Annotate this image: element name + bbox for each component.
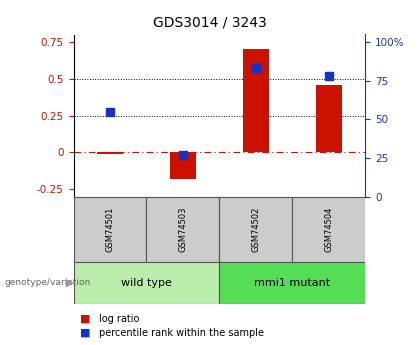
- Text: GSM74501: GSM74501: [105, 207, 115, 252]
- Text: mmi1 mutant: mmi1 mutant: [255, 278, 331, 288]
- Point: [180, 152, 186, 158]
- Text: log ratio: log ratio: [99, 314, 139, 324]
- Bar: [97, 152, 123, 154]
- Text: GSM74502: GSM74502: [252, 207, 260, 252]
- Text: genotype/variation: genotype/variation: [4, 278, 90, 287]
- Text: percentile rank within the sample: percentile rank within the sample: [99, 328, 264, 338]
- Text: ■: ■: [80, 314, 90, 324]
- Bar: [292, 197, 365, 262]
- Point: [107, 109, 113, 115]
- Point: [252, 66, 259, 71]
- Text: ■: ■: [80, 328, 90, 338]
- Bar: [74, 262, 220, 304]
- Bar: [220, 262, 365, 304]
- Bar: [220, 197, 292, 262]
- Text: GSM74504: GSM74504: [324, 207, 333, 252]
- Text: GDS3014 / 3243: GDS3014 / 3243: [153, 16, 267, 30]
- Bar: [316, 85, 342, 152]
- Bar: [74, 197, 147, 262]
- Text: ▶: ▶: [66, 278, 75, 288]
- Text: GSM74503: GSM74503: [178, 207, 187, 252]
- Bar: [147, 197, 220, 262]
- Point: [326, 73, 332, 79]
- Bar: [170, 152, 196, 179]
- Bar: [243, 49, 269, 152]
- Text: wild type: wild type: [121, 278, 172, 288]
